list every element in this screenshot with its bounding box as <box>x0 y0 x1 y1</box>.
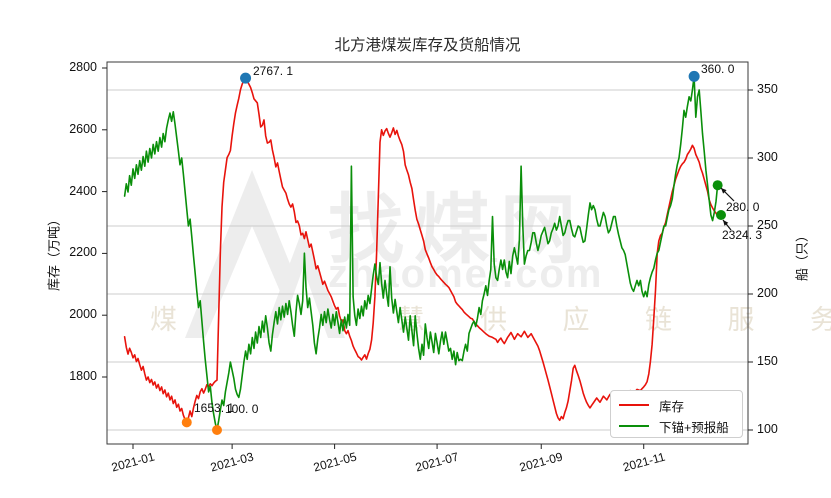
y-left-tick-2000: 2000 <box>69 307 97 322</box>
annotation-red-min: 1653. 1 <box>194 401 235 415</box>
y-left-tick-2400: 2400 <box>69 183 97 198</box>
legend-label-ships: 下锚+预报船 <box>659 420 729 435</box>
legend-line-red <box>619 404 649 406</box>
y-left-tick-2600: 2600 <box>69 121 97 136</box>
annotation-red-peak: 2767. 1 <box>253 64 294 78</box>
annotation-green-end: 280. 0 <box>726 200 760 214</box>
y-right-tick-300: 300 <box>757 150 778 164</box>
annotation-green-min: 100. 0 <box>225 402 259 416</box>
right-axis-title: 船（只） <box>794 228 810 282</box>
legend-item-ships: 下锚+预报船 <box>619 416 729 436</box>
legend-label-inventory: 库存 <box>659 399 685 414</box>
legend-line-green <box>619 425 649 427</box>
left-axis-title: 库存（万吨） <box>46 212 62 292</box>
annotation-green-peak: 360. 0 <box>701 62 735 76</box>
y-right-tick-350: 350 <box>757 82 778 96</box>
legend: 库存 下锚+预报船 <box>610 390 743 438</box>
watermark-brand-text: 找煤网 <box>328 188 586 273</box>
y-left-tick-1800: 1800 <box>69 369 97 383</box>
y-right-tick-150: 150 <box>757 354 778 368</box>
chart-title: 北方港煤炭库存及货船情况 <box>334 37 521 54</box>
y-left-tick-2200: 2200 <box>69 245 97 260</box>
legend-item-inventory: 库存 <box>619 395 684 415</box>
y-right-tick-200: 200 <box>757 286 778 300</box>
y-right-tick-100: 100 <box>757 422 778 436</box>
y-right-tick-250: 250 <box>757 218 778 232</box>
annotation-red-end: 2324. 3 <box>722 228 763 242</box>
y-left-tick-2800: 2800 <box>69 60 97 74</box>
